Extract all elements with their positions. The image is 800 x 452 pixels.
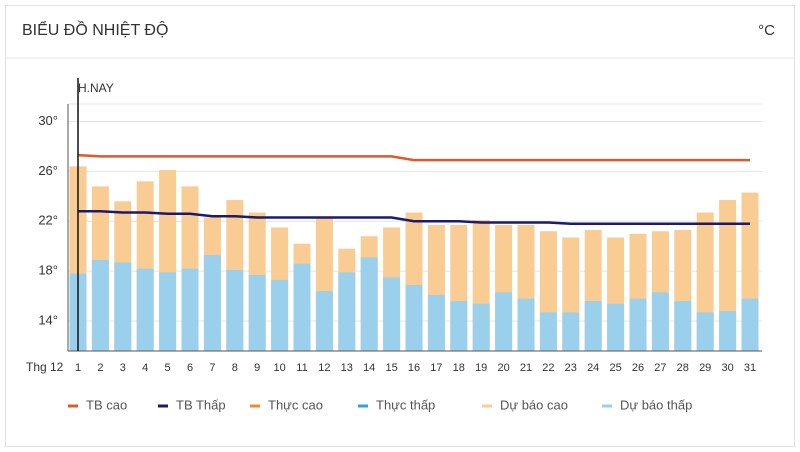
bar — [203, 254, 221, 351]
bar — [719, 311, 737, 351]
x-axis-label: Thg 12 — [26, 360, 64, 374]
bar — [136, 268, 154, 351]
bar — [539, 312, 557, 351]
legend-label: Dự báo cao — [500, 397, 568, 412]
y-tick-label: 26° — [38, 163, 58, 178]
x-tick-label: 10 — [273, 362, 285, 374]
bar — [427, 294, 445, 351]
x-tick-label: 16 — [408, 362, 420, 374]
bar — [315, 291, 333, 351]
x-tick-label: 7 — [209, 362, 215, 374]
x-tick-label: 19 — [475, 362, 487, 374]
x-tick-label: 9 — [254, 362, 260, 374]
chart-title: BIỂU ĐỒ NHIỆT ĐỘ — [22, 20, 168, 39]
x-tick-label: 31 — [744, 362, 756, 374]
bar — [271, 279, 289, 351]
unit: °C — [758, 22, 775, 39]
x-tick-label: 5 — [165, 362, 171, 374]
bar — [517, 298, 535, 351]
bar — [181, 268, 199, 351]
x-tick-label: 13 — [341, 362, 353, 374]
x-tick-label: 2 — [97, 362, 103, 374]
line — [77, 153, 750, 162]
bar — [226, 269, 244, 351]
legend-label: Thực cao — [268, 397, 323, 412]
y-tick-label: 22° — [38, 213, 58, 228]
bar — [405, 284, 423, 351]
bar — [562, 312, 580, 351]
bar — [248, 274, 266, 351]
x-tick-label: 6 — [187, 362, 193, 374]
x-tick-label: 15 — [385, 362, 397, 374]
bar — [674, 301, 692, 351]
x-tick-label: 25 — [609, 362, 621, 374]
bar — [629, 298, 647, 351]
today-label: H.NAY — [78, 81, 114, 95]
bar — [651, 292, 669, 351]
x-tick-label: 27 — [654, 362, 666, 374]
x-tick-label: 17 — [430, 362, 442, 374]
x-tick-label: 18 — [453, 362, 465, 374]
x-tick-label: 11 — [296, 362, 307, 374]
bar — [91, 259, 109, 351]
bar — [696, 312, 714, 351]
x-tick-label: 8 — [232, 362, 238, 374]
x-tick-label: 24 — [587, 362, 599, 374]
x-tick-label: 30 — [721, 362, 733, 374]
legend-label: TB Thấp — [176, 397, 226, 412]
x-tick-label: 20 — [497, 362, 509, 374]
x-tick-label: 28 — [677, 362, 689, 374]
x-tick-label: 1 — [75, 362, 81, 374]
bar — [584, 301, 602, 351]
x-tick-label: 12 — [318, 362, 330, 374]
bar — [114, 262, 132, 351]
legend-label: Thực thấp — [376, 397, 435, 412]
legend-label: TB cao — [86, 397, 127, 412]
bar — [338, 272, 356, 351]
bar — [495, 292, 513, 351]
bar — [383, 277, 401, 351]
bar — [607, 303, 625, 351]
y-tick-label: 18° — [38, 263, 58, 278]
x-tick-label: 26 — [632, 362, 644, 374]
x-tick-label: 3 — [120, 362, 126, 374]
x-tick-label: 23 — [565, 362, 577, 374]
x-tick-label: 14 — [363, 362, 375, 374]
line — [78, 210, 750, 226]
legend-label: Dự báo thấp — [620, 397, 692, 412]
bar — [159, 272, 177, 351]
x-tick-label: 4 — [142, 362, 148, 374]
x-tick-label: 22 — [542, 362, 554, 374]
bar — [360, 257, 378, 351]
bar — [293, 263, 311, 351]
bar — [472, 303, 490, 351]
bar — [741, 298, 759, 351]
y-tick-label: 14° — [38, 312, 58, 327]
bar — [450, 301, 468, 351]
y-tick-label: 30° — [38, 113, 58, 128]
x-tick-label: 21 — [520, 362, 532, 374]
x-tick-label: 29 — [699, 362, 711, 374]
